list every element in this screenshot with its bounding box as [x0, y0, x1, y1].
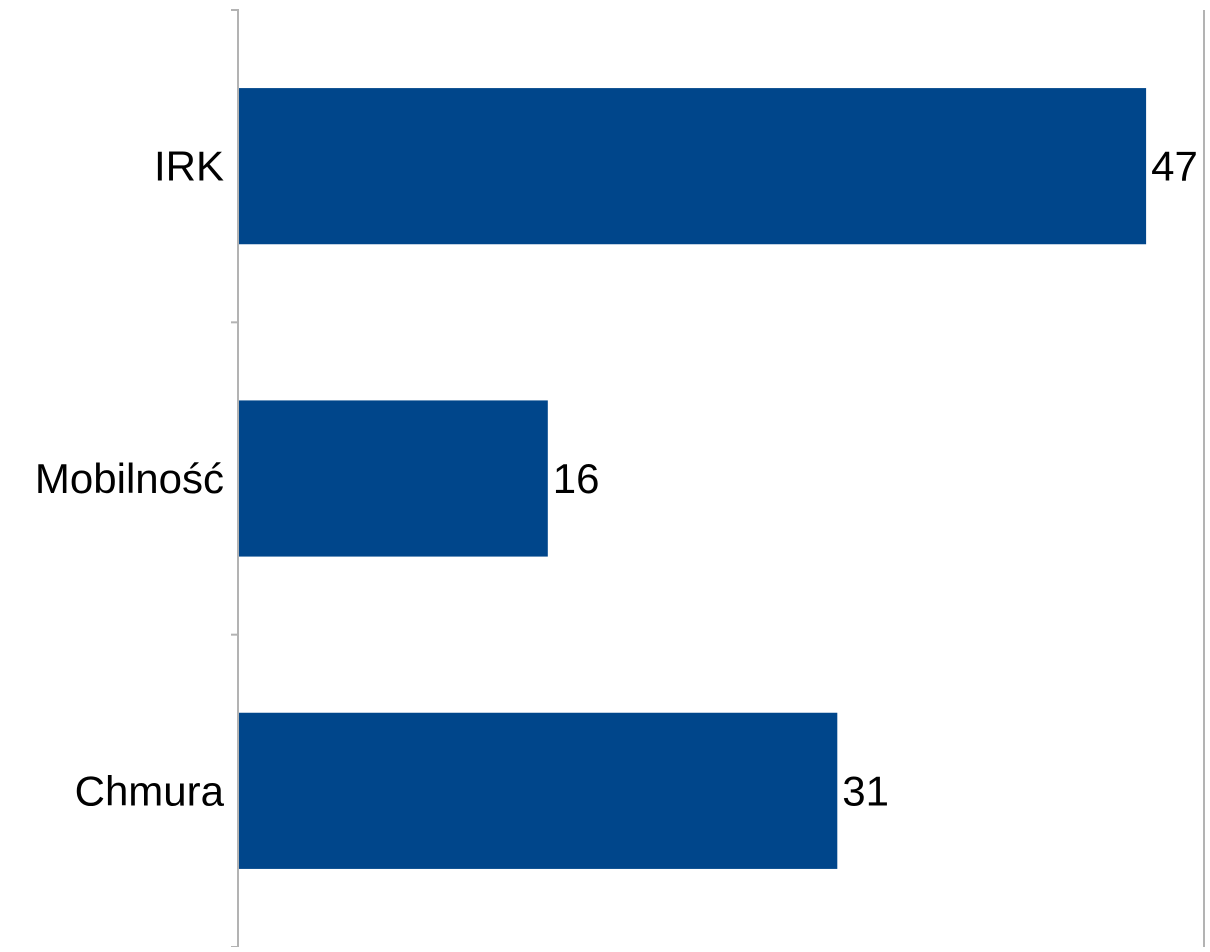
- data-labels-group: 47 16 31: [553, 143, 1198, 815]
- data-label: 16: [553, 455, 600, 502]
- bar: [239, 712, 838, 869]
- data-label: 31: [842, 767, 889, 814]
- category-label: IRK: [154, 143, 224, 190]
- category-label: Mobilność: [35, 455, 224, 502]
- data-label: 47: [1151, 143, 1198, 190]
- category-label: Chmura: [75, 767, 225, 814]
- bars-group: [239, 88, 1147, 869]
- bar: [239, 400, 548, 557]
- bar: [239, 88, 1147, 245]
- category-labels-group: IRK Mobilność Chmura: [35, 143, 225, 815]
